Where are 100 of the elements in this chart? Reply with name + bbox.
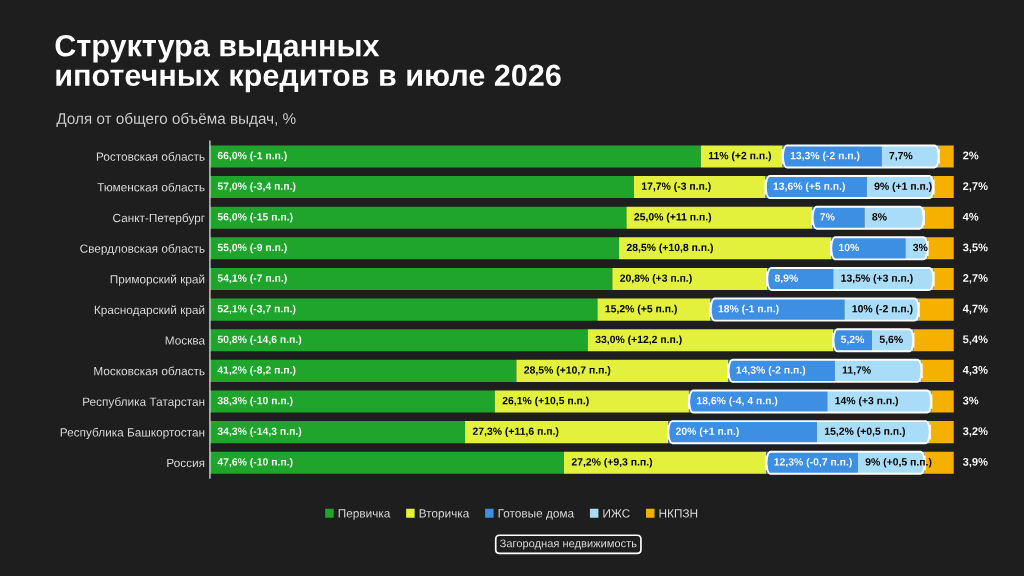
bar bbox=[209, 298, 598, 321]
data-label: 4,3% bbox=[962, 365, 988, 376]
bar bbox=[619, 237, 831, 260]
data-label: 2,7% bbox=[963, 182, 988, 192]
data-label: 7% bbox=[820, 213, 835, 221]
legend-label: Первичка bbox=[338, 509, 391, 520]
data-label: 47,6% (-10 п.п.) bbox=[217, 457, 293, 468]
bar bbox=[209, 329, 588, 352]
data-label: 14,3% (-2 п.п.) bbox=[736, 366, 806, 376]
bar bbox=[597, 298, 711, 321]
bar bbox=[209, 421, 466, 444]
data-label: 55,0% (-9 п.п.) bbox=[217, 243, 287, 254]
data-label: 5,2% bbox=[840, 335, 865, 345]
data-label: 27,3% (+11,6 п.п.) bbox=[472, 427, 559, 437]
text: Загородная недвижимость bbox=[499, 539, 637, 550]
y-tick-label: Свердловская область bbox=[80, 244, 205, 256]
data-label: 13,5% (+3 п.п.) bbox=[841, 274, 913, 284]
bar bbox=[209, 359, 517, 382]
data-label: 18,6% (-4, 4 п.п.) bbox=[697, 396, 778, 407]
y-tick-label: Республика Башкортостан bbox=[60, 427, 205, 439]
bar bbox=[938, 145, 954, 168]
bar bbox=[700, 145, 783, 168]
data-label: 14% (+3 п.п.) bbox=[835, 396, 899, 407]
bar bbox=[612, 267, 768, 290]
bar bbox=[209, 390, 495, 413]
legend-label: Вторичка bbox=[419, 509, 470, 520]
data-label: 26,1% (+10,5 п.п.) bbox=[502, 396, 589, 407]
bar bbox=[494, 390, 689, 413]
bar bbox=[563, 451, 767, 474]
data-label: 34,3% (-14,3 п.п.) bbox=[217, 427, 302, 437]
bar bbox=[933, 176, 954, 199]
data-label: 8,9% bbox=[774, 274, 798, 284]
bar bbox=[633, 176, 766, 199]
data-label: 56,0% (-15 п.п.) bbox=[217, 212, 293, 223]
data-label: 9% (+1 п.п.) bbox=[874, 182, 932, 192]
legend-label: ИЖС bbox=[603, 509, 630, 518]
data-label: 15,2% (+5 п.п.) bbox=[605, 304, 677, 315]
data-label: 15,2% (+0,5 п.п.) bbox=[824, 427, 905, 437]
data-label: 20,8% (+3 п.п.) bbox=[620, 274, 692, 284]
bar bbox=[209, 206, 627, 229]
legend-label: НКПЗН bbox=[659, 509, 698, 518]
bar bbox=[931, 390, 954, 413]
chart-title: Структура выданных ипотечных кредитов в июле 2026 bbox=[55, 34, 561, 93]
data-label: 11,7% bbox=[842, 366, 871, 376]
bar bbox=[465, 421, 669, 444]
data-label: 17,7% (-3 п.п.) bbox=[641, 182, 711, 192]
data-label: 28,5% (+10,7 п.п.) bbox=[524, 366, 611, 376]
y-tick-label: Ростовская область bbox=[96, 152, 205, 161]
y-tick-label: Краснодарский край bbox=[94, 305, 205, 317]
data-label: 66,0% (-1 п.п.) bbox=[217, 151, 287, 162]
chart-subtitle: Доля от общего объёма выдач, % bbox=[56, 112, 296, 127]
y-tick-label: Санкт-Петербург bbox=[113, 213, 205, 225]
data-label: 18% (-1 п.п.) bbox=[718, 304, 779, 315]
bar bbox=[913, 329, 954, 352]
bar bbox=[929, 421, 954, 444]
data-label: 13,6% (+5 п.п.) bbox=[773, 182, 845, 192]
bar bbox=[626, 206, 813, 229]
data-label: 57,0% (-3,4 п.п.) bbox=[217, 182, 296, 192]
bar bbox=[209, 267, 613, 290]
y-tick-label: Московская область bbox=[94, 366, 205, 376]
y-tick-label: Республика Татарстан bbox=[83, 397, 205, 409]
data-label: 10% (-2 п.п.) bbox=[852, 304, 913, 315]
legend-label: Готовые дома bbox=[498, 509, 575, 520]
data-label: 5,4% bbox=[962, 335, 988, 345]
data-label: 3% bbox=[962, 396, 979, 405]
bar bbox=[933, 267, 954, 290]
data-label: 33,0% (+12,2 п.п.) bbox=[595, 335, 682, 346]
data-label: 4% bbox=[962, 212, 979, 221]
bar bbox=[209, 237, 620, 260]
data-label: 41,2% (-8,2 п.п.) bbox=[217, 366, 296, 376]
data-label: 28,5% (+10,8 п.п.) bbox=[626, 243, 713, 254]
bar bbox=[918, 298, 954, 321]
data-label: 27,2% (+9,3 п.п.) bbox=[571, 457, 653, 468]
data-label: 3,9% bbox=[962, 457, 988, 468]
data-label: 38,3% (-10 п.п.) bbox=[217, 396, 293, 407]
bar bbox=[209, 176, 634, 199]
y-tick-label: Россия bbox=[167, 458, 205, 468]
data-label: 2% bbox=[963, 151, 979, 160]
bar bbox=[209, 145, 701, 168]
y-tick-label: Приморский край bbox=[110, 274, 205, 286]
bar bbox=[516, 359, 729, 382]
bar bbox=[587, 329, 834, 352]
data-label: 10% bbox=[839, 243, 860, 252]
y-tick-label: Москва bbox=[165, 336, 206, 345]
bar bbox=[921, 359, 954, 382]
data-label: 3,2% bbox=[962, 427, 988, 437]
data-label: 3% bbox=[913, 243, 928, 252]
data-label: 50,8% (-14,6 п.п.) bbox=[217, 335, 302, 346]
data-label: 13,3% (-2 п.п.) bbox=[790, 151, 860, 162]
data-label: 8% bbox=[872, 213, 887, 221]
data-label: 52,1% (-3,7 п.п.) bbox=[217, 304, 296, 315]
data-label: 3,5% bbox=[962, 243, 988, 253]
data-label: 11% (+2 п.п.) bbox=[708, 151, 771, 162]
bar bbox=[209, 451, 564, 474]
data-label: 25,0% (+11 п.п.) bbox=[634, 212, 712, 223]
data-label: 2,7% bbox=[963, 274, 988, 284]
data-label: 7,7% bbox=[889, 151, 913, 161]
bar bbox=[927, 237, 954, 260]
data-label: 4,7% bbox=[962, 304, 988, 315]
data-label: 5,6% bbox=[879, 335, 903, 345]
